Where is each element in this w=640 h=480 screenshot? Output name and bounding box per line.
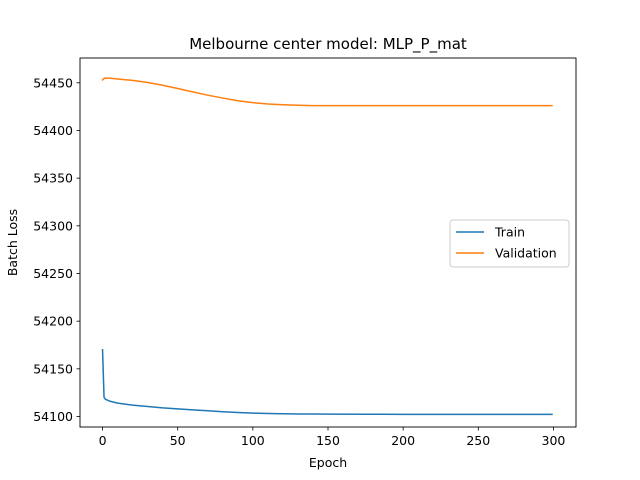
- x-tick-label: 150: [316, 433, 340, 448]
- x-tick-label: 250: [466, 433, 490, 448]
- x-axis-label: Epoch: [309, 455, 347, 470]
- y-tick-label: 54100: [33, 409, 73, 424]
- y-tick-label: 54350: [33, 171, 73, 186]
- x-axis: 0 50 100 150 200 250 300: [99, 427, 566, 448]
- y-axis-label: Batch Loss: [5, 209, 20, 276]
- x-tick-label: 0: [99, 433, 107, 448]
- legend: Train Validation: [449, 219, 570, 268]
- series-line-validation: [101, 77, 553, 107]
- y-tick-label: 54400: [33, 123, 73, 138]
- y-tick-label: 54450: [33, 75, 73, 90]
- plot-lines: [101, 77, 553, 416]
- y-tick-label: 54150: [33, 361, 73, 376]
- y-axis: 54100 54150 54200 54250 54300 54350 54400 54450: [33, 75, 80, 424]
- y-tick-label: 54250: [33, 266, 73, 281]
- y-tick-label: 54200: [33, 314, 73, 329]
- x-tick-label: 100: [241, 433, 265, 448]
- chart-title: Melbourne center model: MLP_P_mat: [189, 35, 467, 54]
- x-tick-label: 300: [542, 433, 566, 448]
- x-tick-label: 200: [391, 433, 415, 448]
- y-tick-label: 54300: [33, 218, 73, 233]
- legend-label-validation: Validation: [495, 246, 557, 261]
- x-tick-label: 50: [170, 433, 186, 448]
- series-line-train: [101, 348, 553, 416]
- legend-label-train: Train: [494, 225, 525, 240]
